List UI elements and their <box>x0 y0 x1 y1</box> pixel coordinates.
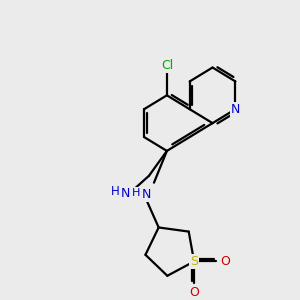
Text: Cl: Cl <box>161 59 173 72</box>
Text: H: H <box>132 188 140 198</box>
Text: H: H <box>111 185 120 198</box>
Text: N: N <box>141 188 151 201</box>
Text: O: O <box>189 286 199 299</box>
Text: N: N <box>121 187 130 200</box>
Text: S: S <box>190 255 198 268</box>
Text: O: O <box>220 255 230 268</box>
Text: N: N <box>231 103 240 116</box>
